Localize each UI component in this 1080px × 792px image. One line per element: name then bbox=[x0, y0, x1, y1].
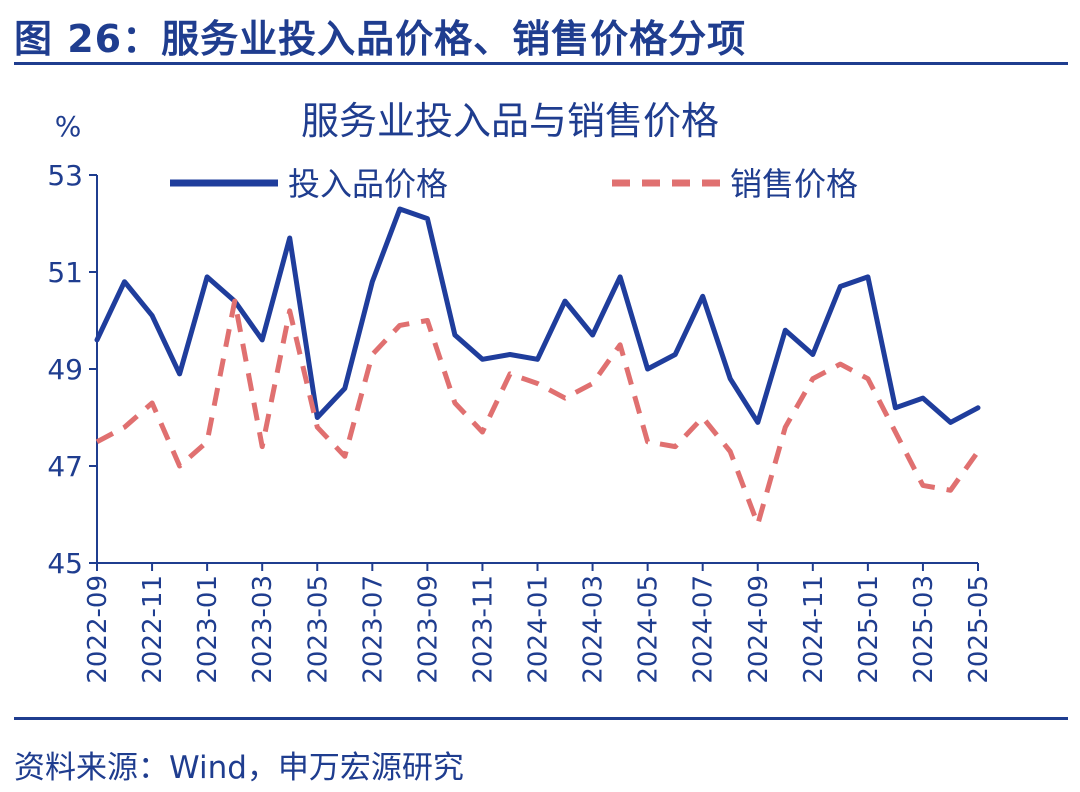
legend-label-2: 销售价格 bbox=[730, 165, 858, 203]
x-tick-label: 2024-09 bbox=[744, 575, 774, 684]
line-chart: 服务业投入品与销售价格 % 投入品价格 销售价格 45 47 49 51 53 2022-0… bbox=[47, 99, 994, 684]
x-tick-label: 2024-07 bbox=[689, 575, 719, 684]
x-tick-label: 2023-07 bbox=[358, 575, 388, 684]
figure-title: 图 26：服务业投入品价格、销售价格分项 bbox=[14, 17, 747, 61]
x-tick-label: 2023-09 bbox=[413, 575, 443, 684]
x-tick-label: 2025-01 bbox=[854, 575, 884, 684]
x-tick-label: 2025-03 bbox=[909, 575, 939, 684]
x-tick-label: 2022-11 bbox=[138, 575, 168, 684]
top-divider bbox=[14, 62, 1068, 65]
y-tick-label: 53 bbox=[47, 159, 83, 192]
chart-title: 服务业投入品与销售价格 bbox=[301, 99, 719, 143]
series-line-1 bbox=[94, 206, 981, 425]
x-tick-label: 2023-01 bbox=[193, 575, 223, 684]
chart-legend: 投入品价格 销售价格 bbox=[170, 165, 858, 203]
x-tick-label: 2023-03 bbox=[248, 575, 278, 684]
bottom-divider bbox=[14, 717, 1068, 720]
y-tick-label: 47 bbox=[47, 450, 83, 483]
x-tick-label: 2023-05 bbox=[303, 575, 333, 684]
legend-label-1: 投入品价格 bbox=[288, 165, 448, 203]
chart-series bbox=[94, 206, 981, 527]
chart-axes: 45 47 49 51 53 2022-09 2022-11 2023-01 2023-03 20… bbox=[47, 159, 994, 684]
x-tick-label: 2025-05 bbox=[964, 575, 994, 684]
x-tick-label: 2024-03 bbox=[579, 575, 609, 684]
x-tick-label: 2024-05 bbox=[634, 575, 664, 684]
x-tick-label: 2023-11 bbox=[468, 575, 498, 684]
x-tick-label: 2022-09 bbox=[83, 575, 113, 684]
y-axis-unit: % bbox=[55, 110, 82, 143]
y-tick-label: 49 bbox=[47, 353, 83, 386]
x-tick-label: 2024-11 bbox=[799, 575, 829, 684]
y-tick-label: 51 bbox=[47, 256, 83, 289]
x-tick-label: 2024-01 bbox=[524, 575, 554, 684]
y-tick-label: 45 bbox=[47, 547, 83, 580]
source-note: 资料来源：Wind，申万宏源研究 bbox=[14, 750, 464, 786]
series-line-2 bbox=[95, 298, 981, 527]
